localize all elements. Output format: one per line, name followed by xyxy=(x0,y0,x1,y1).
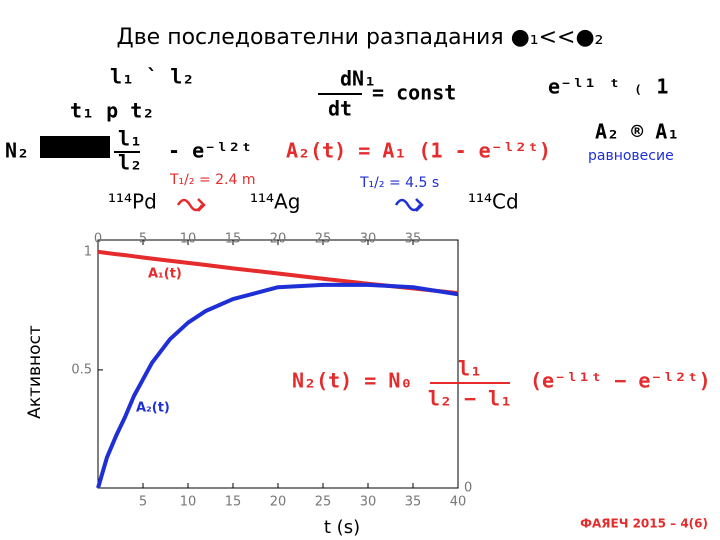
formula: A₂ ® A₁ xyxy=(595,120,679,144)
nuclide: ¹¹⁴Pd xyxy=(108,190,157,214)
garbled-glyph xyxy=(40,136,110,158)
equilibrium-label: равновесие xyxy=(588,148,674,164)
x-tick-label: 25 xyxy=(315,495,332,510)
formula: e⁻ˡ¹ ᵗ ₍ 1 xyxy=(548,75,668,99)
y-axis-label: Активност xyxy=(25,325,45,419)
formula: N₂ xyxy=(5,139,29,163)
formula: t₁ p t₂ xyxy=(70,99,154,123)
x-tick-label: 20 xyxy=(270,495,287,510)
formula: l₂ xyxy=(118,151,142,175)
x2-tick-label: 10 xyxy=(180,232,197,247)
series-line xyxy=(96,282,459,489)
x-tick-label: 10 xyxy=(180,495,197,510)
series-line xyxy=(97,249,459,296)
x2-tick-label: 5 xyxy=(139,232,147,247)
y-tick-label: 1 xyxy=(84,244,92,259)
y-tick-label: 0.5 xyxy=(71,362,92,377)
x-tick-label: 35 xyxy=(405,495,422,510)
arrow xyxy=(176,198,206,212)
x2-tick-label: 15 xyxy=(225,232,242,247)
half-life: T₁/₂ = 2.4 m xyxy=(169,172,255,188)
formula: = const xyxy=(372,81,456,105)
x2-tick-label: 35 xyxy=(405,232,422,247)
x2-tick-label: 30 xyxy=(360,232,377,247)
formula: l₁ xyxy=(458,357,482,381)
x-tick-label: 30 xyxy=(360,495,377,510)
formula: A₂(t) = A₁ (1 - e⁻ˡ²ᵗ) xyxy=(286,139,551,163)
footer: ФАЯЕЧ 2015 – 4(6) xyxy=(580,517,708,531)
slide-title: Две последователни разпадания ●₁<<●₂ xyxy=(117,25,604,50)
arrow xyxy=(394,198,424,212)
formula: l₁ ` l₂ xyxy=(110,65,194,89)
x-axis-label: t (s) xyxy=(324,517,360,538)
x2-tick-label: 20 xyxy=(270,232,287,247)
formula: - e⁻ˡ²ᵗ xyxy=(168,139,252,163)
formula: l₁ xyxy=(118,127,142,151)
annotation: A₁(t) xyxy=(148,267,182,282)
formula: (e⁻ˡ¹ᵗ − e⁻ˡ²ᵗ) xyxy=(530,369,711,393)
x-tick-label: 5 xyxy=(139,495,147,510)
formula: dt xyxy=(328,97,352,121)
formula: N₂(t) = N₀ xyxy=(292,369,412,393)
x2-tick-label: 0 xyxy=(94,232,102,247)
nuclide: ¹¹⁴Cd xyxy=(468,190,519,214)
x-tick-label: 40 xyxy=(450,495,467,510)
annotation: A₂(t) xyxy=(136,401,170,416)
x2-tick-label: 25 xyxy=(315,232,332,247)
formula: dN₁ xyxy=(340,67,376,91)
y2-tick-label: 0 xyxy=(464,481,472,496)
nuclide: ¹¹⁴Ag xyxy=(250,190,300,214)
x-tick-label: 15 xyxy=(225,495,242,510)
half-life: T₁/₂ = 4.5 s xyxy=(359,175,439,191)
formula: l₂ − l₁ xyxy=(428,387,512,411)
